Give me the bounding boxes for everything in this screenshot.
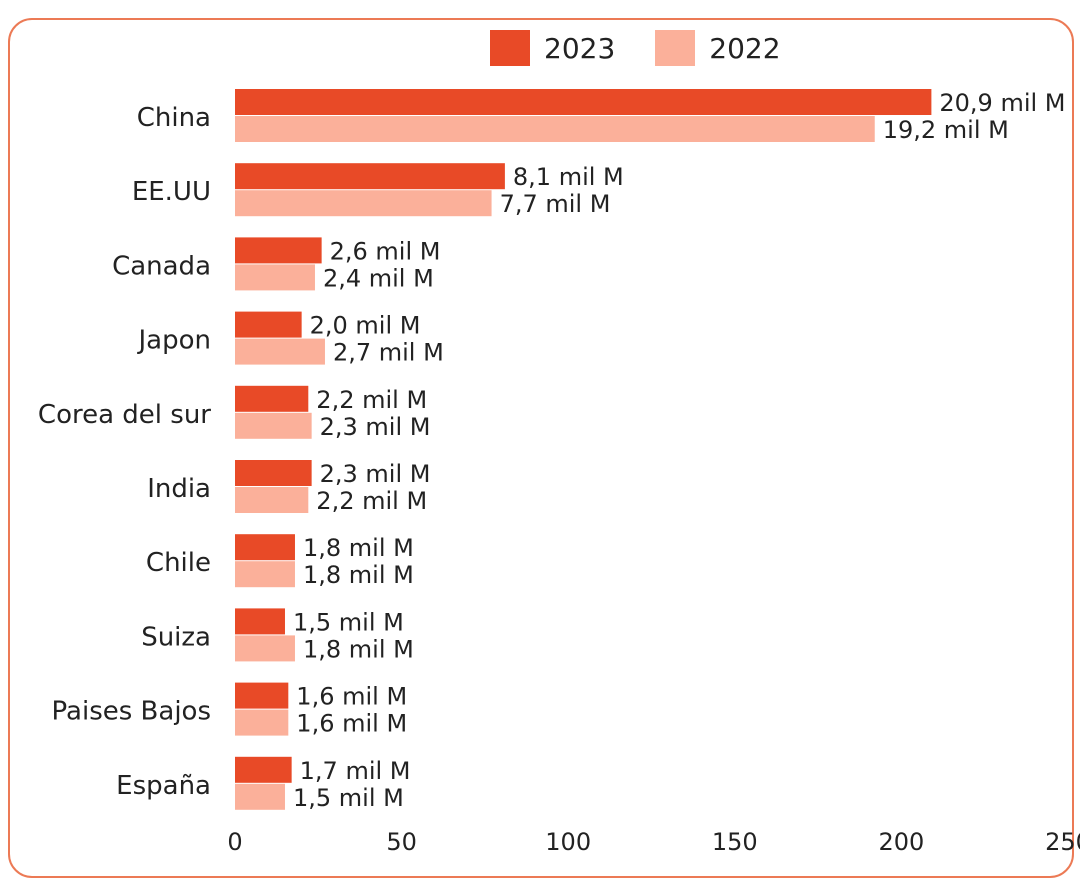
bar-2022-japon (235, 338, 325, 365)
bar-2023-canada (235, 237, 322, 264)
bar-2023-india (235, 460, 312, 486)
legend-item-2022: 2022 (655, 30, 781, 66)
category-label-españa: España (116, 771, 211, 801)
bar-2022-india (235, 487, 309, 513)
value-label-2022-ee-uu: 7,7 mil M (500, 190, 611, 218)
bar-2023-españa (235, 756, 292, 783)
legend-label-2023: 2023 (544, 31, 616, 65)
x-tick-label-150: 150 (712, 828, 758, 856)
bar-2023-paises-bajos (235, 682, 289, 709)
value-label-2022-canada: 2,4 mil M (323, 264, 434, 292)
value-label-2023-japon: 2,0 mil M (310, 312, 421, 340)
bar-2023-ee-uu (235, 163, 505, 190)
x-tick-label-50: 50 (386, 828, 417, 856)
category-label-chile: Chile (146, 548, 211, 578)
value-label-2023-suiza: 1,5 mil M (293, 608, 404, 636)
category-label-india: India (147, 474, 211, 504)
bar-2023-japon (235, 311, 302, 338)
category-label-ee-uu: EE.UU (132, 177, 211, 207)
x-tick-label-200: 200 (878, 828, 924, 856)
value-label-2023-canada: 2,6 mil M (330, 237, 441, 265)
legend-label-2022: 2022 (709, 31, 781, 65)
bar-2022-canada (235, 264, 315, 291)
bar-2023-suiza (235, 608, 285, 635)
bar-chart: China 20,9 mil M19,2 mil M EE.UU 8,1 mil M7… (38, 89, 1080, 856)
value-label-2022-suiza: 1,8 mil M (303, 635, 414, 663)
value-label-2022-paises-bajos: 1,6 mil M (296, 710, 407, 738)
x-tick-label-250: 250 (1045, 828, 1080, 856)
category-label-china: China (137, 103, 211, 133)
legend: 2023 2022 (490, 28, 821, 68)
value-label-2023-corea-del-sur: 2,2 mil M (316, 386, 427, 414)
value-label-2023-china: 20,9 mil M (939, 89, 1065, 117)
bar-2022-china (235, 116, 875, 142)
value-label-2023-paises-bajos: 1,6 mil M (296, 683, 407, 711)
value-label-2023-chile: 1,8 mil M (303, 534, 414, 562)
value-label-2023-india: 2,3 mil M (320, 460, 431, 488)
value-label-2022-españa: 1,5 mil M (293, 784, 404, 812)
category-label-suiza: Suiza (141, 622, 211, 652)
category-label-japon: Japon (137, 326, 212, 356)
value-label-2022-chile: 1,8 mil M (303, 561, 414, 589)
value-label-2022-china: 19,2 mil M (883, 116, 1009, 144)
legend-swatch-2022 (655, 30, 696, 66)
legend-item-2023: 2023 (490, 30, 615, 66)
value-label-2023-ee-uu: 8,1 mil M (513, 163, 624, 191)
bar-2022-corea-del-sur (235, 412, 312, 439)
bar-2022-españa (235, 783, 285, 810)
bar-2023-chile (235, 534, 295, 561)
x-tick-label-0: 0 (227, 828, 242, 856)
value-label-2022-corea-del-sur: 2,3 mil M (320, 413, 431, 441)
category-label-corea-del-sur: Corea del sur (38, 400, 211, 430)
bar-2022-paises-bajos (235, 709, 289, 736)
value-label-2023-españa: 1,7 mil M (300, 757, 411, 785)
bar-2023-china (235, 89, 932, 115)
legend-swatch-2023 (490, 30, 530, 66)
bar-2022-ee-uu (235, 190, 492, 217)
category-label-canada: Canada (112, 251, 211, 281)
bar-2022-chile (235, 561, 295, 588)
value-label-2022-india: 2,2 mil M (316, 487, 427, 515)
category-label-paises-bajos: Paises Bajos (52, 697, 211, 727)
bar-2022-suiza (235, 635, 295, 662)
x-tick-label-100: 100 (545, 828, 591, 856)
bar-2023-corea-del-sur (235, 385, 309, 412)
value-label-2022-japon: 2,7 mil M (333, 339, 444, 367)
